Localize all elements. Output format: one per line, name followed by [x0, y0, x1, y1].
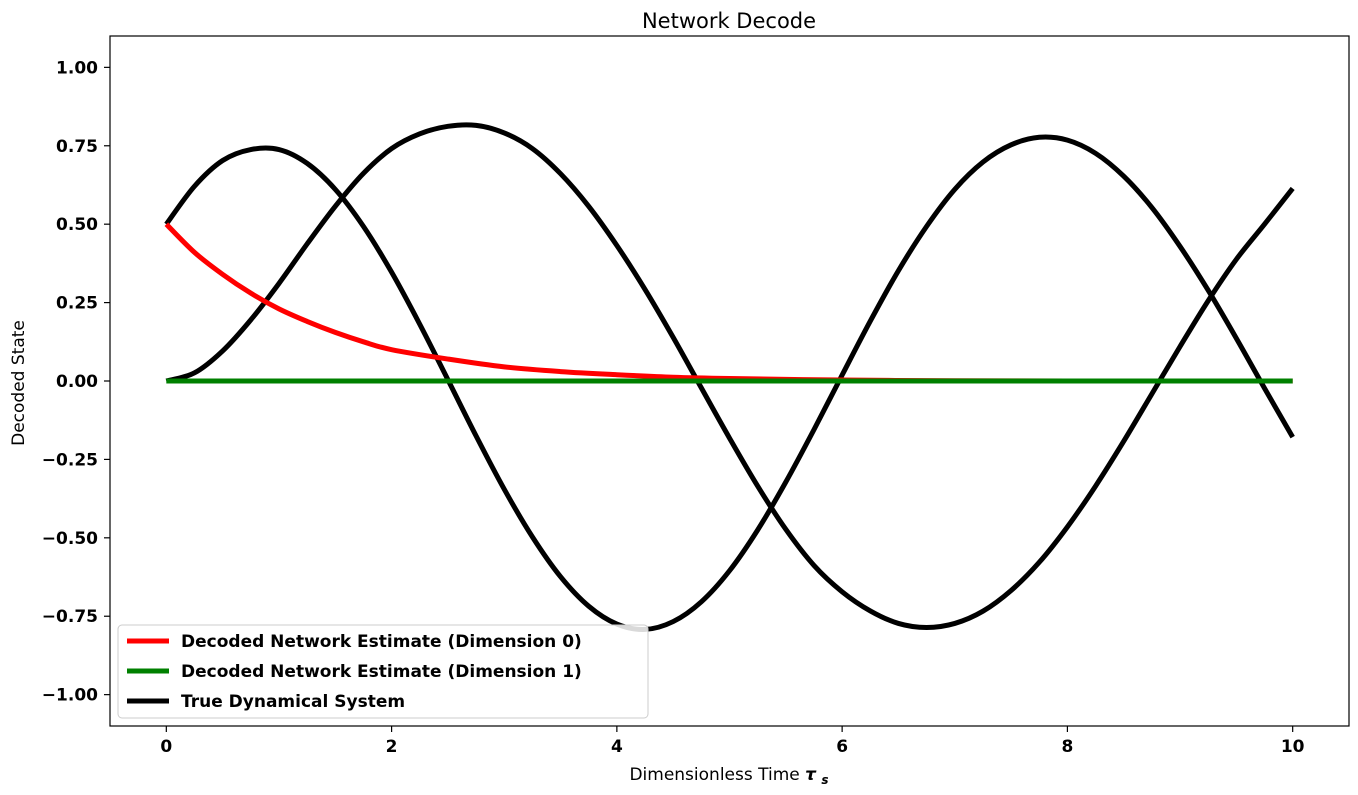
legend-label: Decoded Network Estimate (Dimension 1)	[181, 662, 582, 682]
y-tick-label: −0.75	[42, 607, 98, 627]
series-line-3	[165, 122, 1295, 631]
x-tick-label: 4	[611, 737, 623, 757]
x-tick-label: 6	[836, 737, 848, 757]
x-tick-label: 8	[1061, 737, 1073, 757]
legend-label: Decoded Network Estimate (Dimension 0)	[181, 632, 582, 652]
legend: Decoded Network Estimate (Dimension 0) De…	[117, 624, 649, 719]
y-tick-label: −0.50	[42, 529, 98, 549]
legend-label: True Dynamical System	[181, 692, 405, 712]
x-tick-label: 0	[160, 737, 172, 757]
plot-area	[164, 122, 1295, 632]
y-tick-label: −1.00	[42, 686, 98, 706]
y-axis-label: Decoded State	[9, 320, 29, 446]
x-axis-label-symbol: τ	[805, 765, 817, 785]
y-tick-label: 0.00	[56, 372, 98, 392]
x-axis-label-subscript: s	[821, 773, 828, 787]
series-line-2	[164, 134, 1295, 632]
y-tick-label: 0.50	[56, 215, 98, 235]
x-tick-label: 2	[386, 737, 398, 757]
x-axis-label: Dimensionless Time τ s	[629, 765, 828, 787]
y-tick-label: 1.00	[56, 58, 98, 78]
chart-title: Network Decode	[642, 9, 816, 33]
x-tick-label: 10	[1281, 737, 1305, 757]
y-tick-label: −0.25	[42, 450, 98, 470]
legend-box	[117, 624, 649, 719]
y-tick-label: 0.25	[56, 294, 98, 314]
x-axis-label-text: Dimensionless Time	[629, 765, 799, 785]
ticks: 0 2 4 6 8 10 −1.00 −0.75 −0.50 −0.25 0.00 0.25 0.50 0…	[42, 58, 1305, 757]
series-line-0	[164, 222, 1293, 384]
y-tick-label: 0.75	[56, 137, 98, 157]
